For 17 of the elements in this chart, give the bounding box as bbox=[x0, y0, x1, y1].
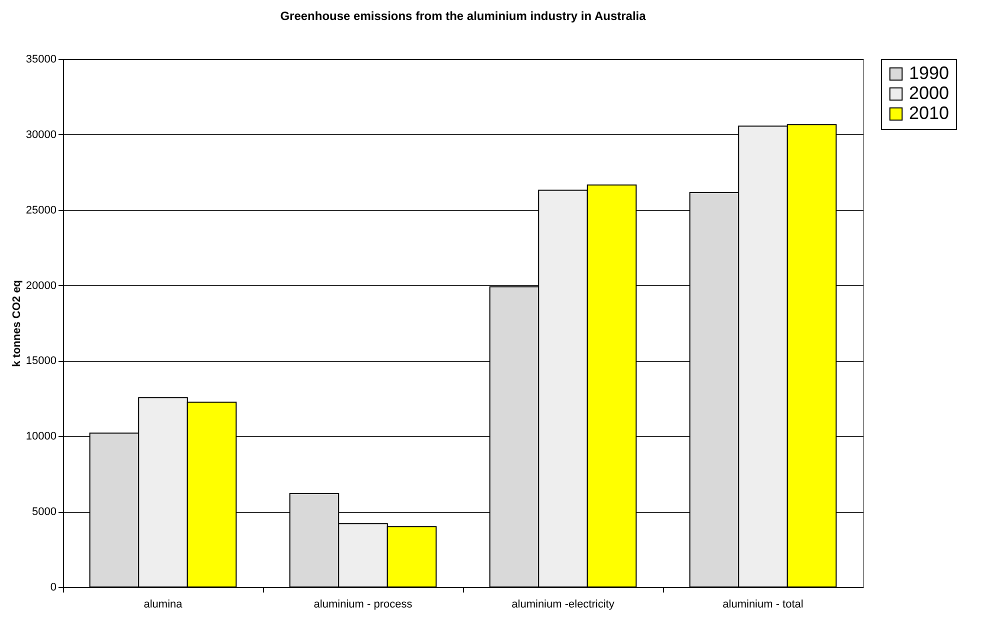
y-tick-label: 25000 bbox=[26, 204, 56, 216]
legend-label: 2000 bbox=[909, 83, 950, 103]
x-tick-label: alumina bbox=[144, 598, 184, 610]
legend-label: 1990 bbox=[909, 63, 950, 83]
y-axis-title: k tonnes CO2 eq bbox=[10, 280, 23, 367]
y-tick-label: 35000 bbox=[26, 54, 56, 66]
y-tick-label: 15000 bbox=[26, 355, 56, 368]
y-tick-label: 20000 bbox=[26, 280, 56, 292]
y-tick-label: 30000 bbox=[26, 128, 56, 141]
y-tick-label: 5000 bbox=[32, 506, 56, 518]
chart-title: Greenhouse emissions from the aluminium industry in Australia bbox=[280, 9, 646, 23]
x-tick-label: aluminium -electricity bbox=[512, 598, 615, 610]
x-tick-label: aluminium - total bbox=[722, 598, 804, 610]
y-tick-label: 0 bbox=[50, 582, 56, 594]
legend-label: 2010 bbox=[909, 103, 950, 123]
y-tick-label: 10000 bbox=[26, 430, 56, 443]
x-tick-label: aluminium - process bbox=[314, 598, 413, 610]
